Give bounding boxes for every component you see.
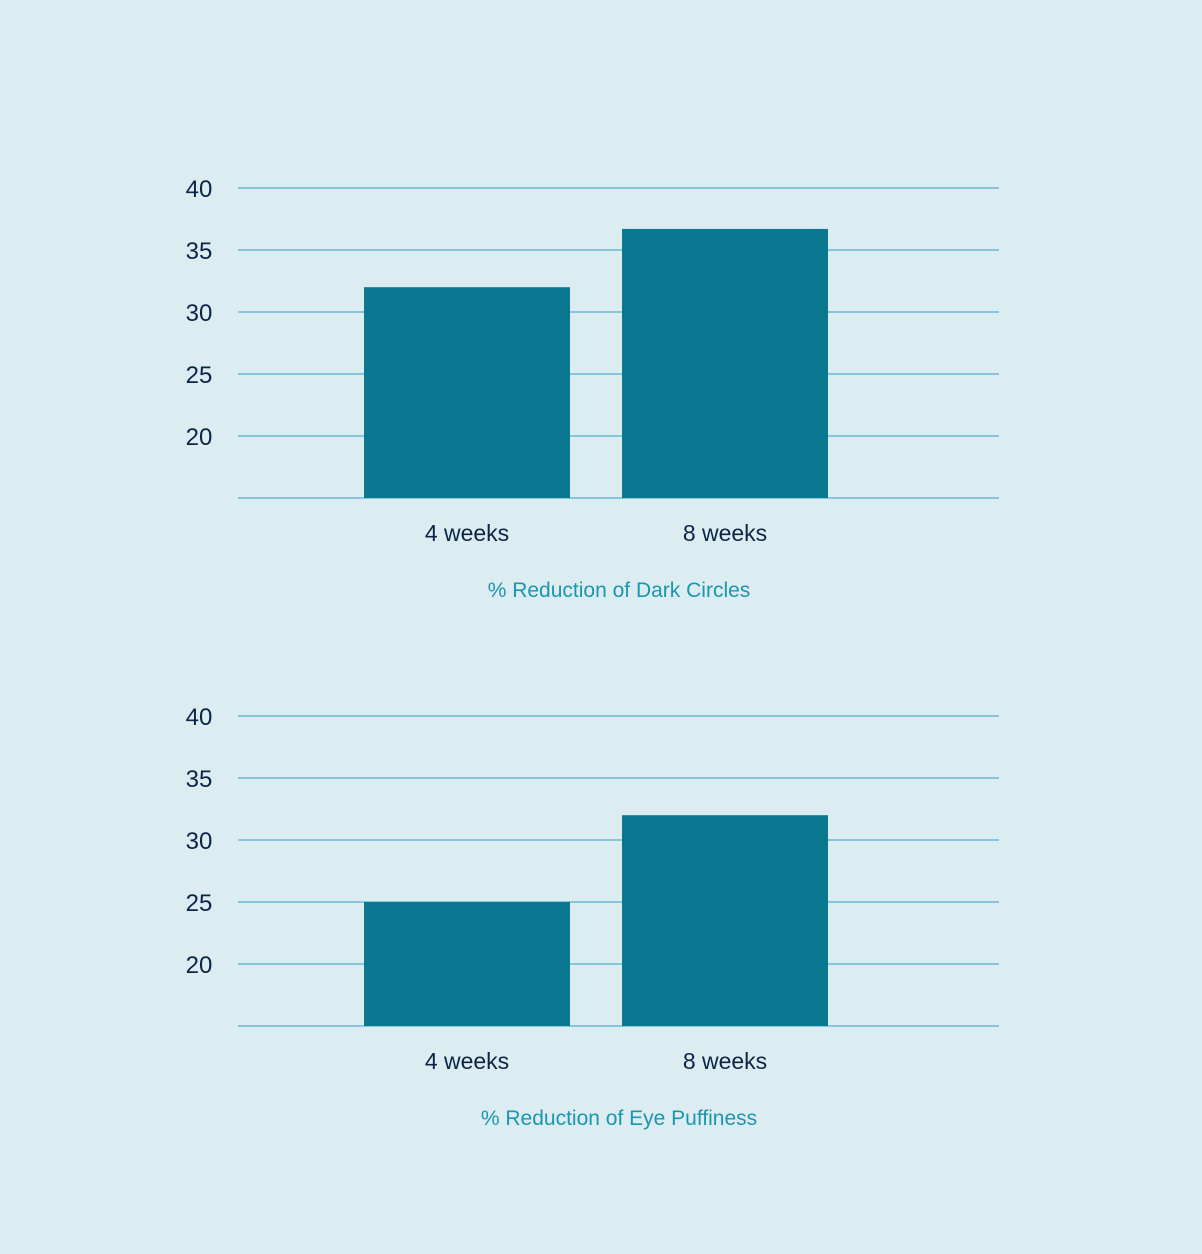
x-category-label: 4 weeks xyxy=(425,1048,509,1074)
x-category-label: 8 weeks xyxy=(683,1048,767,1074)
y-tick-label: 20 xyxy=(186,952,213,979)
y-tick-label: 40 xyxy=(186,704,213,731)
eye-puffiness-chart: 20 25 30 35 40 4 weeks 8 weeks % Reduction of E… xyxy=(186,704,999,1130)
dark-circles-chart: 20 25 30 35 40 4 weeks 8 weeks % Reduction of D… xyxy=(186,176,999,602)
bar-4-weeks xyxy=(364,902,570,1026)
bar-8-weeks xyxy=(622,815,828,1026)
y-tick-label: 25 xyxy=(186,362,213,389)
dark-circles-chart-title: % Reduction of Dark Circles xyxy=(488,579,751,602)
x-category-label: 8 weeks xyxy=(683,520,767,546)
y-tick-label: 20 xyxy=(186,424,213,451)
y-tick-label: 35 xyxy=(186,238,213,265)
bar-4-weeks xyxy=(364,287,570,498)
y-tick-label: 25 xyxy=(186,890,213,917)
y-tick-label: 40 xyxy=(186,176,213,203)
x-category-label: 4 weeks xyxy=(425,520,509,546)
eye-puffiness-chart-title: % Reduction of Eye Puffiness xyxy=(481,1107,757,1130)
y-tick-label: 30 xyxy=(186,828,213,855)
y-tick-label: 30 xyxy=(186,300,213,327)
y-tick-label: 35 xyxy=(186,766,213,793)
bar-8-weeks xyxy=(622,228,828,499)
